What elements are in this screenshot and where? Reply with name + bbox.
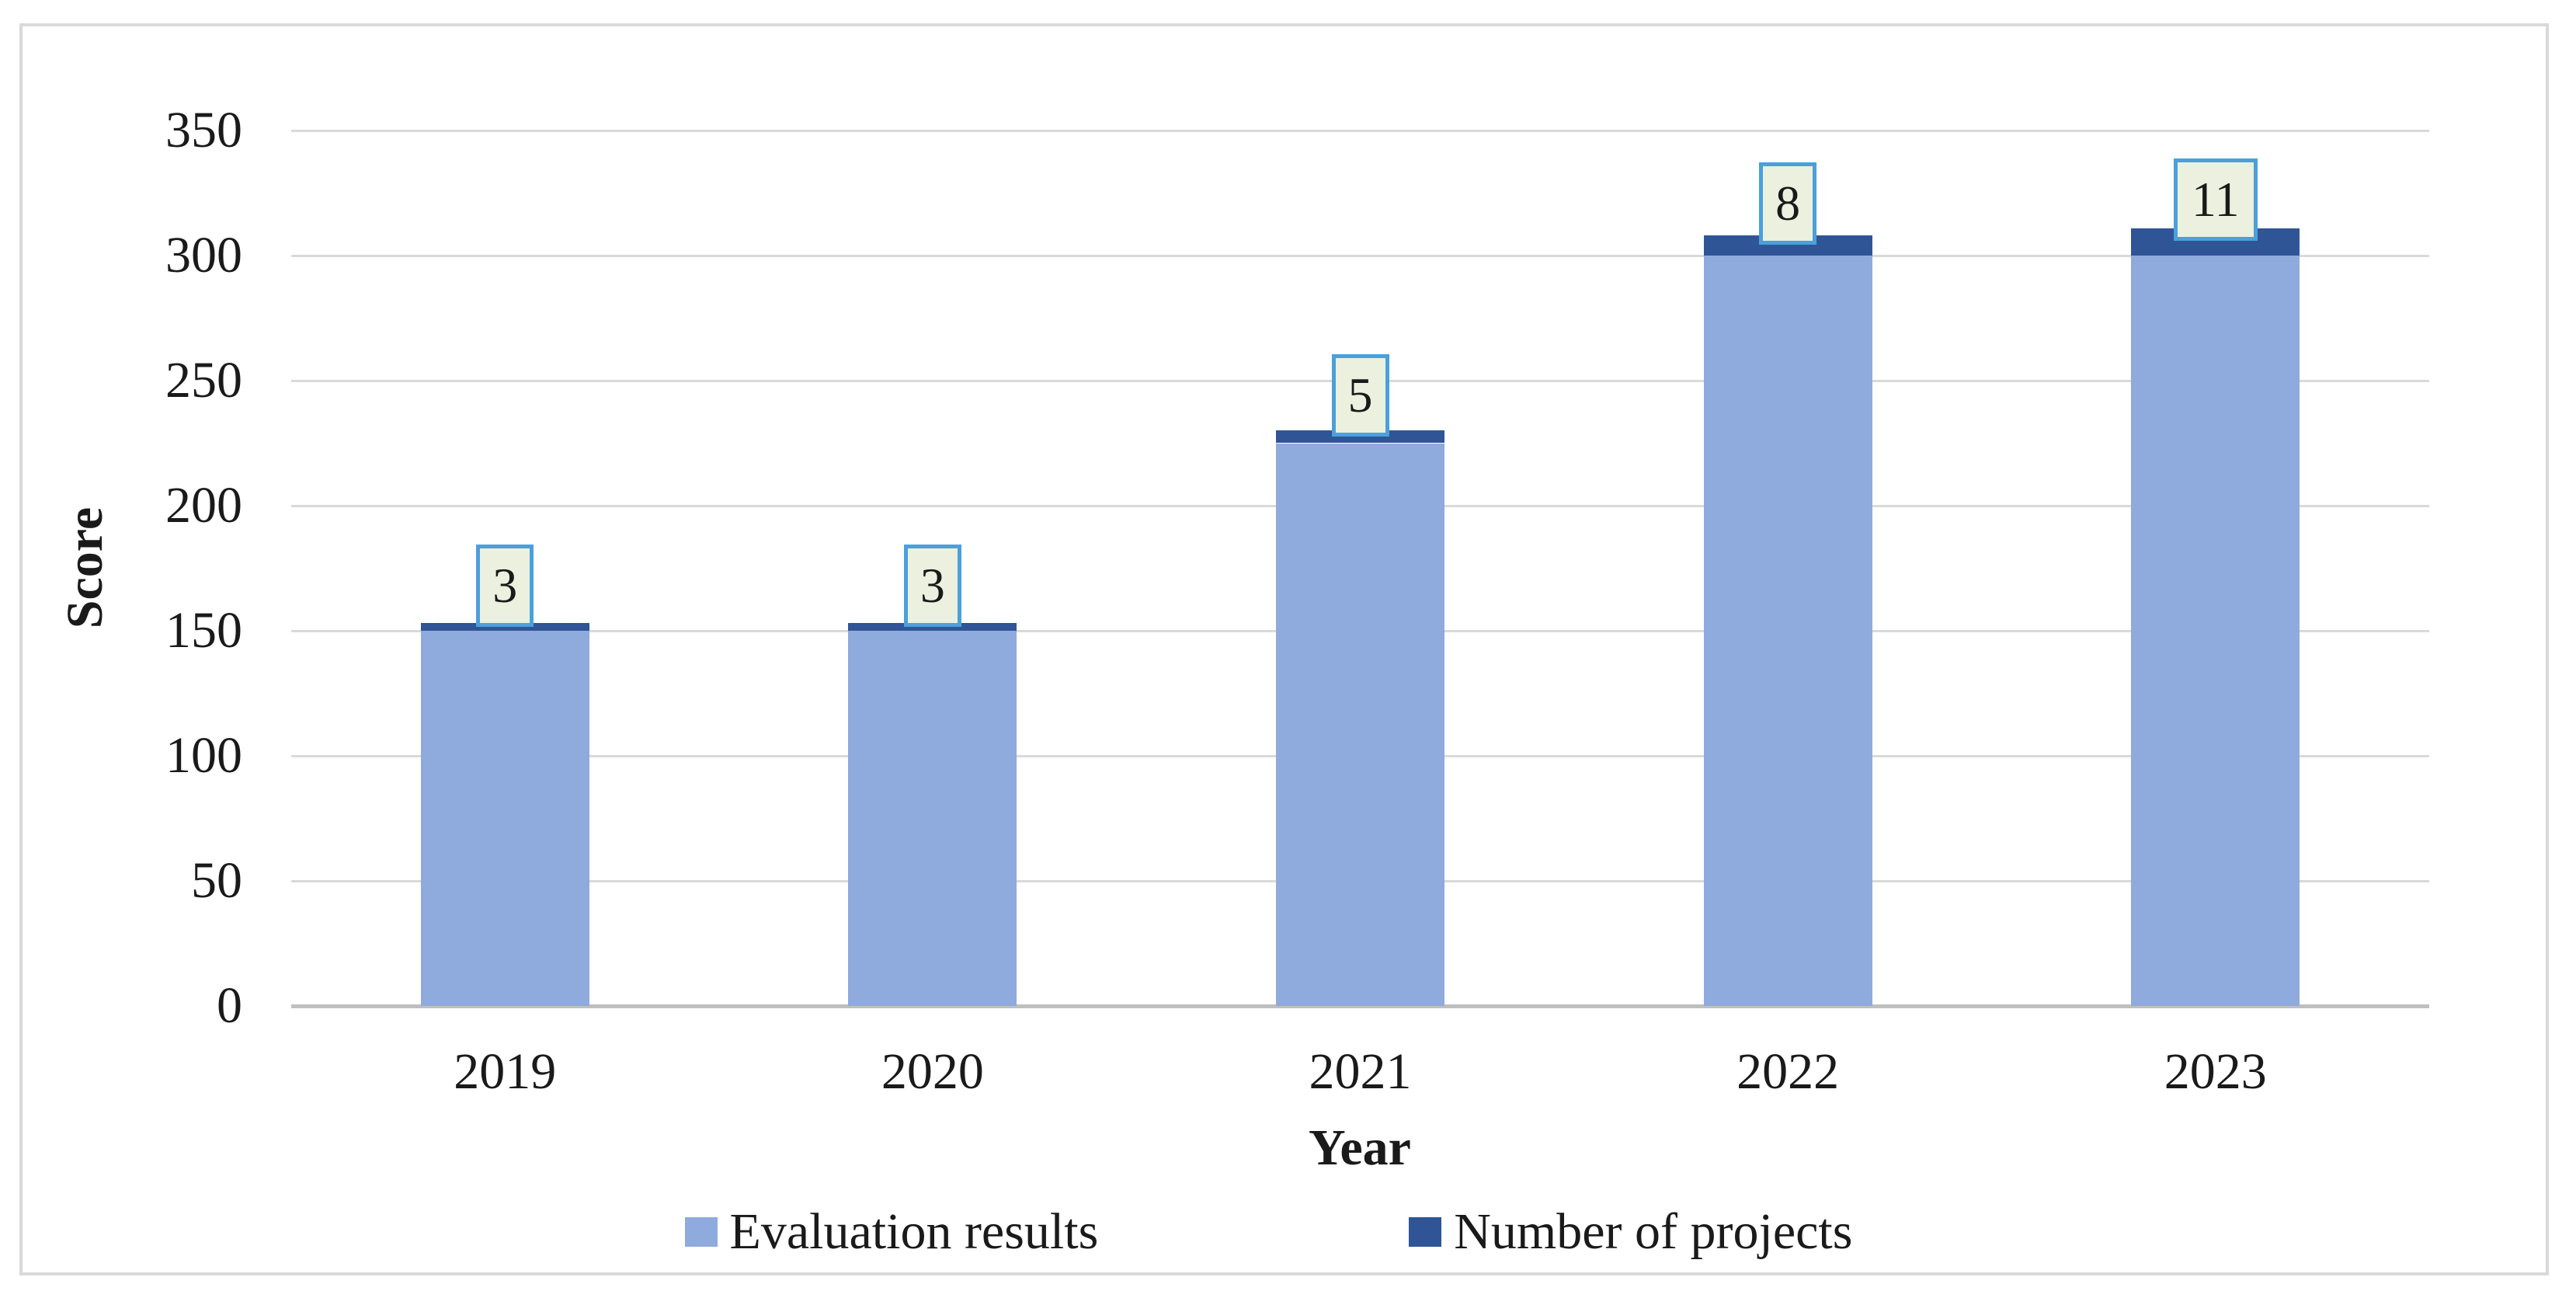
y-tick-label: 250 — [165, 352, 242, 409]
bar-number-of-projects-2020 — [848, 623, 1017, 631]
bar-number-of-projects-2019 — [420, 623, 589, 631]
x-tick-label-2021: 2021 — [1309, 1043, 1412, 1100]
bar-evaluation-results-2022 — [1703, 256, 1872, 1006]
legend-swatch-number-of-projects-icon — [1409, 1217, 1442, 1247]
legend-swatch-evaluation-results-icon — [684, 1217, 718, 1247]
bar-number-of-projects-2021 — [1276, 430, 1444, 444]
x-tick-label-2020: 2020 — [881, 1043, 984, 1100]
y-tick-label: 300 — [165, 227, 242, 284]
x-axis-title: Year — [1309, 1119, 1411, 1176]
data-label-2023: 11 — [2173, 158, 2258, 241]
bar-evaluation-results-2023 — [2131, 256, 2300, 1006]
x-tick-label-2022: 2022 — [1736, 1043, 1840, 1100]
y-tick-label: 350 — [165, 102, 242, 158]
data-label-2021: 5 — [1331, 353, 1389, 437]
legend: Evaluation results Number of projects — [0, 1202, 2557, 1262]
x-tick-label-2019: 2019 — [454, 1043, 557, 1100]
legend-item-evaluation-results: Evaluation results — [684, 1202, 1099, 1262]
data-label-2022: 8 — [1759, 162, 1817, 245]
data-label-2019: 3 — [476, 544, 534, 627]
y-tick-label: 100 — [165, 727, 242, 784]
bar-evaluation-results-2020 — [848, 631, 1017, 1006]
legend-label-number-of-projects: Number of projects — [1454, 1203, 1853, 1260]
x-axis-line — [291, 1004, 2429, 1008]
data-label-2020: 3 — [903, 544, 961, 627]
bar-evaluation-results-2019 — [420, 631, 589, 1006]
y-tick-label: 50 — [191, 852, 242, 909]
y-tick-label: 0 — [217, 977, 242, 1034]
bar-evaluation-results-2021 — [1276, 443, 1444, 1006]
legend-item-number-of-projects: Number of projects — [1409, 1202, 1852, 1262]
gridline — [291, 129, 2429, 132]
legend-label-evaluation-results: Evaluation results — [729, 1203, 1099, 1260]
x-tick-label-2023: 2023 — [2164, 1043, 2267, 1100]
y-tick-label: 200 — [165, 477, 242, 534]
gridline — [291, 254, 2429, 257]
y-tick-label: 150 — [165, 602, 242, 659]
